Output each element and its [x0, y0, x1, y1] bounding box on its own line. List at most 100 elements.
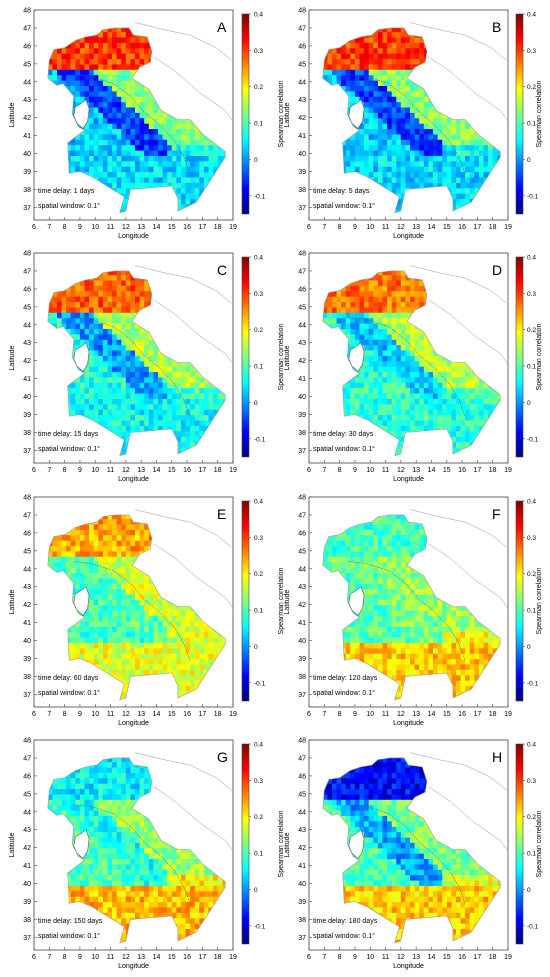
heatmap-cell: [171, 160, 177, 167]
heatmap-cell: [327, 47, 333, 54]
heatmap-cell: [135, 393, 141, 399]
heatmap-cell: [107, 139, 113, 146]
heatmap-cell: [144, 106, 150, 113]
heatmap-cell: [423, 166, 429, 173]
heatmap-cell: [405, 42, 411, 49]
heatmap-cell: [121, 209, 127, 213]
heatmap-cell: [171, 403, 177, 410]
heatmap-cell: [382, 42, 388, 49]
heatmap-cell: [158, 117, 164, 124]
heatmap-cell: [377, 171, 384, 178]
heatmap-cell: [89, 355, 95, 362]
heatmap-cell: [162, 144, 168, 151]
heatmap-cell: [162, 155, 168, 162]
heatmap-cell: [423, 96, 429, 103]
heatmap-cell: [61, 312, 67, 319]
heatmap-cell: [345, 42, 351, 49]
heatmap-cell: [112, 176, 118, 183]
heatmap-cell: [139, 36, 145, 43]
heatmap-cell: [135, 355, 141, 362]
heatmap-cell: [336, 323, 342, 329]
heatmap-cell: [364, 85, 370, 92]
heatmap-cell: [107, 85, 113, 92]
heatmap-cell: [382, 139, 388, 146]
heatmap-cell: [102, 360, 109, 367]
heatmap-cell: [84, 403, 90, 410]
heatmap-cell: [121, 123, 127, 130]
heatmap-cell: [433, 150, 439, 156]
heatmap-cell: [400, 106, 406, 113]
heatmap-cell: [405, 90, 411, 97]
heatmap-cell: [465, 139, 471, 146]
heatmap-cell: [89, 296, 95, 303]
heatmap-cell: [368, 80, 374, 86]
y-axis-label: Latitude: [9, 345, 16, 370]
heatmap-cell: [158, 360, 164, 367]
heatmap-cell: [368, 106, 374, 113]
heatmap-cell: [102, 112, 109, 119]
heatmap-cell: [322, 69, 328, 76]
heatmap-cell: [116, 376, 122, 383]
heatmap-cell: [116, 425, 122, 432]
heatmap-cell: [354, 53, 361, 60]
heatmap-cell: [208, 414, 214, 421]
heatmap-cell: [382, 171, 388, 178]
x-tick-label: 8: [63, 467, 67, 474]
heatmap-cell: [396, 31, 402, 38]
heatmap-cell: [93, 366, 99, 373]
heatmap-cell: [162, 360, 168, 367]
heatmap-cell: [139, 360, 145, 367]
heatmap-cell: [199, 182, 205, 189]
heatmap-cell: [107, 398, 113, 405]
heatmap-cell: [396, 27, 402, 33]
heatmap-cell: [194, 398, 200, 405]
heatmap-cell: [387, 133, 393, 140]
heatmap-cell: [148, 117, 154, 124]
heatmap-cell: [359, 96, 365, 103]
heatmap-cell: [125, 117, 131, 124]
heatmap-cell: [446, 139, 452, 146]
heatmap-cell: [107, 160, 113, 167]
heatmap-cell: [107, 53, 113, 60]
heatmap-cell: [433, 160, 439, 167]
heatmap-cell: [102, 371, 109, 378]
heatmap-cell: [364, 47, 370, 54]
heatmap-cell: [377, 31, 384, 38]
heatmap-cell: [93, 306, 99, 313]
heatmap-cell: [93, 360, 99, 367]
heatmap-cell: [364, 80, 370, 86]
heatmap-cell: [89, 333, 95, 340]
y-tick-label: 40: [23, 151, 31, 158]
heatmap-cell: [153, 123, 159, 130]
heatmap-cell: [75, 285, 81, 292]
heatmap-cell: [135, 42, 141, 49]
heatmap-cell: [199, 430, 205, 437]
heatmap-cell: [442, 128, 448, 135]
heatmap-cell: [70, 47, 76, 54]
heatmap-cell: [181, 387, 187, 394]
colorbar-tick-label: 0.2: [254, 84, 263, 91]
heatmap-cell: [98, 155, 104, 162]
heatmap-cell: [391, 171, 397, 178]
heatmap-cell: [84, 317, 90, 324]
heatmap-cell: [75, 306, 81, 313]
heatmap-cell: [144, 123, 150, 130]
heatmap-cell: [410, 139, 416, 146]
heatmap-cell: [213, 387, 219, 394]
heatmap-cell: [387, 176, 393, 183]
heatmap-cell: [354, 403, 361, 410]
heatmap-cell: [433, 176, 439, 183]
heatmap-cell: [89, 414, 95, 421]
heatmap-cell: [199, 150, 205, 156]
heatmap-cell: [423, 101, 429, 108]
heatmap-cell: [396, 74, 402, 81]
heatmap-cell: [327, 74, 333, 81]
heatmap-cell: [89, 90, 95, 97]
heatmap-cell: [176, 376, 182, 383]
heatmap-cell: [144, 398, 150, 405]
heatmap-cell: [396, 63, 402, 70]
heatmap-cell: [130, 69, 136, 76]
heatmap-cell: [382, 101, 388, 108]
heatmap-cell: [199, 403, 205, 410]
heatmap-cell: [377, 144, 384, 151]
